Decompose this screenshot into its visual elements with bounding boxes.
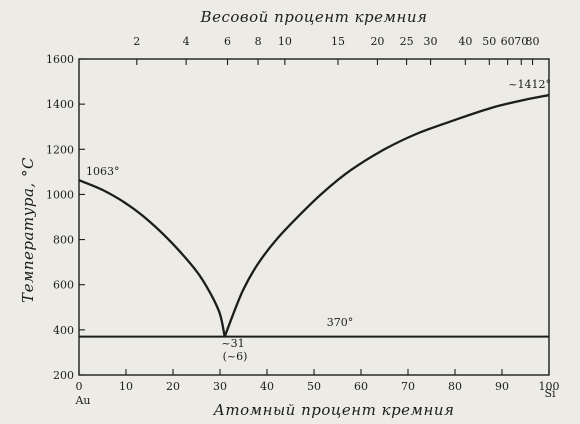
top-tick-label: 2 (133, 35, 140, 48)
x-axis-title: Атомный процент кремния (213, 401, 455, 419)
liquidus-au-side (78, 179, 226, 337)
top-tick-label: 20 (370, 35, 384, 48)
annotation-si-melt: ~1412° (508, 78, 551, 91)
plot-marks (78, 93, 550, 338)
x-tick-label: 40 (260, 380, 274, 393)
top-tick-label: 30 (424, 35, 438, 48)
y-tick-label: 200 (53, 369, 74, 382)
x-tick-label: 90 (495, 380, 509, 393)
y-tick-label: 1000 (46, 188, 74, 201)
y-tick-label: 1200 (46, 143, 74, 156)
y-tick-label: 600 (53, 279, 74, 292)
top-tick-label: 15 (331, 35, 345, 48)
y-tick-label: 800 (53, 234, 74, 247)
top-tick-label: 8 (255, 35, 262, 48)
top-axis-title: Весовой процент кремния (200, 8, 428, 26)
top-tick-label: 25 (400, 35, 414, 48)
top-tick-label: 60 (501, 35, 515, 48)
top-tick-label: 80 (526, 35, 540, 48)
top-tick-label: 6 (224, 35, 231, 48)
end-label-au: Au (74, 394, 90, 407)
x-tick-label: 60 (354, 380, 368, 393)
x-tick-label: 50 (307, 380, 321, 393)
top-tick-label: 70 (514, 35, 528, 48)
axes: 0 10 20 30 40 50 60 70 80 90 100200400600800100012… (46, 35, 560, 393)
y-axis-title: Температура, °С (19, 157, 37, 303)
x-tick-label: 80 (448, 380, 462, 393)
x-tick-label: 10 (119, 380, 133, 393)
y-tick-label: 1400 (46, 98, 74, 111)
top-tick-label: 4 (183, 35, 190, 48)
annotation-eutectic-wt: (~6) (223, 350, 248, 363)
x-tick-label: 70 (401, 380, 415, 393)
liquidus-si-side (223, 93, 550, 338)
annotation-au-melt: 1063° (86, 165, 120, 178)
y-tick-label: 400 (53, 324, 74, 337)
top-tick-label: 50 (482, 35, 496, 48)
y-tick-label: 1600 (46, 53, 74, 66)
annotation-eutectic-temp: 370° (327, 316, 354, 329)
end-label-si: Si (544, 387, 556, 400)
top-tick-label: 40 (458, 35, 472, 48)
top-tick-label: 10 (278, 35, 292, 48)
x-tick-label: 100 (539, 380, 560, 393)
plot-frame (78, 58, 550, 376)
x-tick-label: 0 (76, 380, 83, 393)
x-tick-label: 30 (213, 380, 227, 393)
annotation-eutectic-at: ~31 (221, 337, 244, 350)
x-tick-label: 20 (166, 380, 180, 393)
